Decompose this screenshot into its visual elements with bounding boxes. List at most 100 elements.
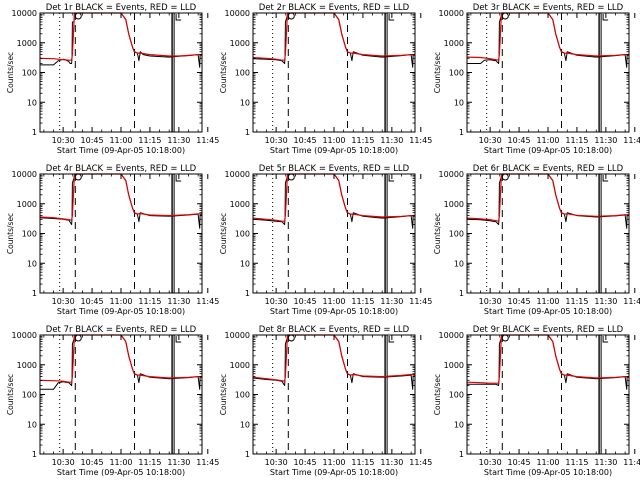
series-line-lld — [252, 173, 415, 222]
x-tick-label: 10:45 — [508, 458, 531, 467]
y-axis-label: Counts/sec — [6, 213, 15, 254]
series-line-lld — [466, 12, 629, 61]
y-tick-label: 10000 — [225, 331, 250, 340]
y-tick-label: 1 — [245, 450, 250, 459]
series-line-lld — [39, 173, 202, 221]
y-tick-label: 10 — [240, 98, 250, 107]
x-tick-label: 11:45 — [623, 297, 640, 306]
x-tick-label: 11:45 — [196, 297, 219, 306]
y-tick-label: 1000 — [444, 361, 464, 370]
x-tick-label: 11:30 — [380, 458, 403, 467]
x-tick-label: 11:45 — [196, 458, 219, 467]
y-tick-label: 10000 — [225, 170, 250, 179]
series-line-lld — [466, 334, 629, 384]
x-tick-label: 11:00 — [109, 458, 132, 467]
x-tick-label: 11:15 — [138, 297, 161, 306]
plot-title: Det 3r BLACK = Events, RED = LLD — [473, 3, 624, 13]
y-axis-label: Counts/sec — [219, 52, 228, 93]
x-tick-label: 10:45 — [294, 136, 317, 145]
y-axis-label: Counts/sec — [433, 52, 442, 93]
y-tick-label: 1 — [459, 128, 464, 137]
x-tick-label: 11:30 — [380, 297, 403, 306]
y-tick-label: 10 — [27, 420, 37, 429]
y-tick-label: 10000 — [12, 170, 37, 179]
x-tick-label: 11:30 — [594, 458, 617, 467]
x-axis-label: Start Time (09-Apr-05 10:18:00) — [270, 307, 398, 316]
y-tick-label: 1000 — [17, 200, 37, 209]
y-tick-label: 100 — [449, 391, 464, 400]
x-tick-label: 11:30 — [594, 297, 617, 306]
y-tick-label: 1000 — [230, 200, 250, 209]
y-tick-label: 10 — [27, 98, 37, 107]
y-tick-label: 10000 — [225, 9, 250, 18]
detector-panel: 1 10 100 1000 10000 10:30 10:45 11:00 11:15 11:30… — [433, 164, 640, 316]
y-tick-label: 10 — [240, 259, 250, 268]
x-tick-label: 11:00 — [322, 297, 345, 306]
plot-title: Det 8r BLACK = Events, RED = LLD — [259, 325, 410, 335]
x-tick-label: 11:15 — [565, 136, 588, 145]
x-axis-label: Start Time (09-Apr-05 10:18:00) — [484, 307, 612, 316]
x-tick-label: 10:30 — [479, 458, 502, 467]
series-line-lld — [252, 12, 415, 61]
x-tick-label: 11:45 — [409, 458, 432, 467]
y-axis-label: Counts/sec — [433, 374, 442, 415]
x-tick-label: 10:30 — [52, 297, 75, 306]
y-tick-label: 100 — [22, 230, 37, 239]
y-tick-label: 10 — [240, 420, 250, 429]
y-tick-label: 10 — [454, 420, 464, 429]
y-tick-label: 10000 — [12, 331, 37, 340]
plot-title: Det 6r BLACK = Events, RED = LLD — [473, 164, 624, 174]
x-axis-label: Start Time (09-Apr-05 10:18:00) — [57, 146, 185, 155]
y-tick-label: 10000 — [439, 9, 464, 18]
detector-panel: 1 10 100 1000 10000 10:30 10:45 11:00 11:15 11:30… — [219, 325, 432, 477]
x-tick-label: 11:45 — [623, 458, 640, 467]
y-tick-label: 1 — [245, 128, 250, 137]
y-tick-label: 100 — [235, 391, 250, 400]
y-tick-label: 100 — [449, 69, 464, 78]
x-tick-label: 10:45 — [508, 297, 531, 306]
x-tick-label: 10:45 — [81, 136, 104, 145]
x-axis-label: Start Time (09-Apr-05 10:18:00) — [484, 468, 612, 477]
x-tick-label: 11:30 — [167, 297, 190, 306]
y-tick-label: 10000 — [439, 331, 464, 340]
x-tick-label: 11:30 — [167, 458, 190, 467]
x-tick-label: 11:00 — [322, 458, 345, 467]
x-axis-label: Start Time (09-Apr-05 10:18:00) — [57, 307, 185, 316]
x-tick-label: 11:15 — [351, 458, 374, 467]
x-tick-label: 11:30 — [167, 136, 190, 145]
detector-panel: 1 10 100 1000 10000 10:30 10:45 11:00 11:15 11:30… — [6, 325, 219, 477]
y-tick-label: 1 — [32, 450, 37, 459]
y-axis-label: Counts/sec — [219, 374, 228, 415]
x-tick-label: 10:30 — [265, 297, 288, 306]
series-line-lld — [39, 12, 202, 61]
detector-panel: 1 10 100 1000 10000 10:30 10:45 11:00 11:15 11:30… — [219, 3, 432, 155]
x-tick-label: 11:00 — [536, 297, 559, 306]
x-tick-label: 11:45 — [196, 136, 219, 145]
series-line-lld — [252, 334, 415, 382]
x-tick-label: 10:45 — [294, 458, 317, 467]
attenuator-marker — [175, 175, 182, 182]
y-tick-label: 10 — [454, 259, 464, 268]
x-tick-label: 11:15 — [351, 136, 374, 145]
x-axis-label: Start Time (09-Apr-05 10:18:00) — [484, 146, 612, 155]
plot-title: Det 9r BLACK = Events, RED = LLD — [473, 325, 624, 335]
attenuator-marker — [175, 14, 182, 21]
x-axis-label: Start Time (09-Apr-05 10:18:00) — [57, 468, 185, 477]
x-tick-label: 10:45 — [81, 458, 104, 467]
series-line-lld — [466, 173, 629, 222]
y-axis-label: Counts/sec — [6, 374, 15, 415]
x-tick-label: 11:45 — [623, 136, 640, 145]
detector-panel: 1 10 100 1000 10000 10:30 10:45 11:00 11:15 11:30… — [433, 3, 640, 155]
x-tick-label: 10:45 — [294, 297, 317, 306]
plot-title: Det 4r BLACK = Events, RED = LLD — [46, 164, 197, 174]
x-tick-label: 11:15 — [351, 297, 374, 306]
x-axis-label: Start Time (09-Apr-05 10:18:00) — [270, 468, 398, 477]
x-tick-label: 11:45 — [409, 136, 432, 145]
x-tick-label: 10:45 — [508, 136, 531, 145]
x-tick-label: 11:15 — [565, 297, 588, 306]
y-tick-label: 1 — [459, 450, 464, 459]
x-tick-label: 11:30 — [380, 136, 403, 145]
y-tick-label: 100 — [22, 69, 37, 78]
x-tick-label: 11:00 — [322, 136, 345, 145]
